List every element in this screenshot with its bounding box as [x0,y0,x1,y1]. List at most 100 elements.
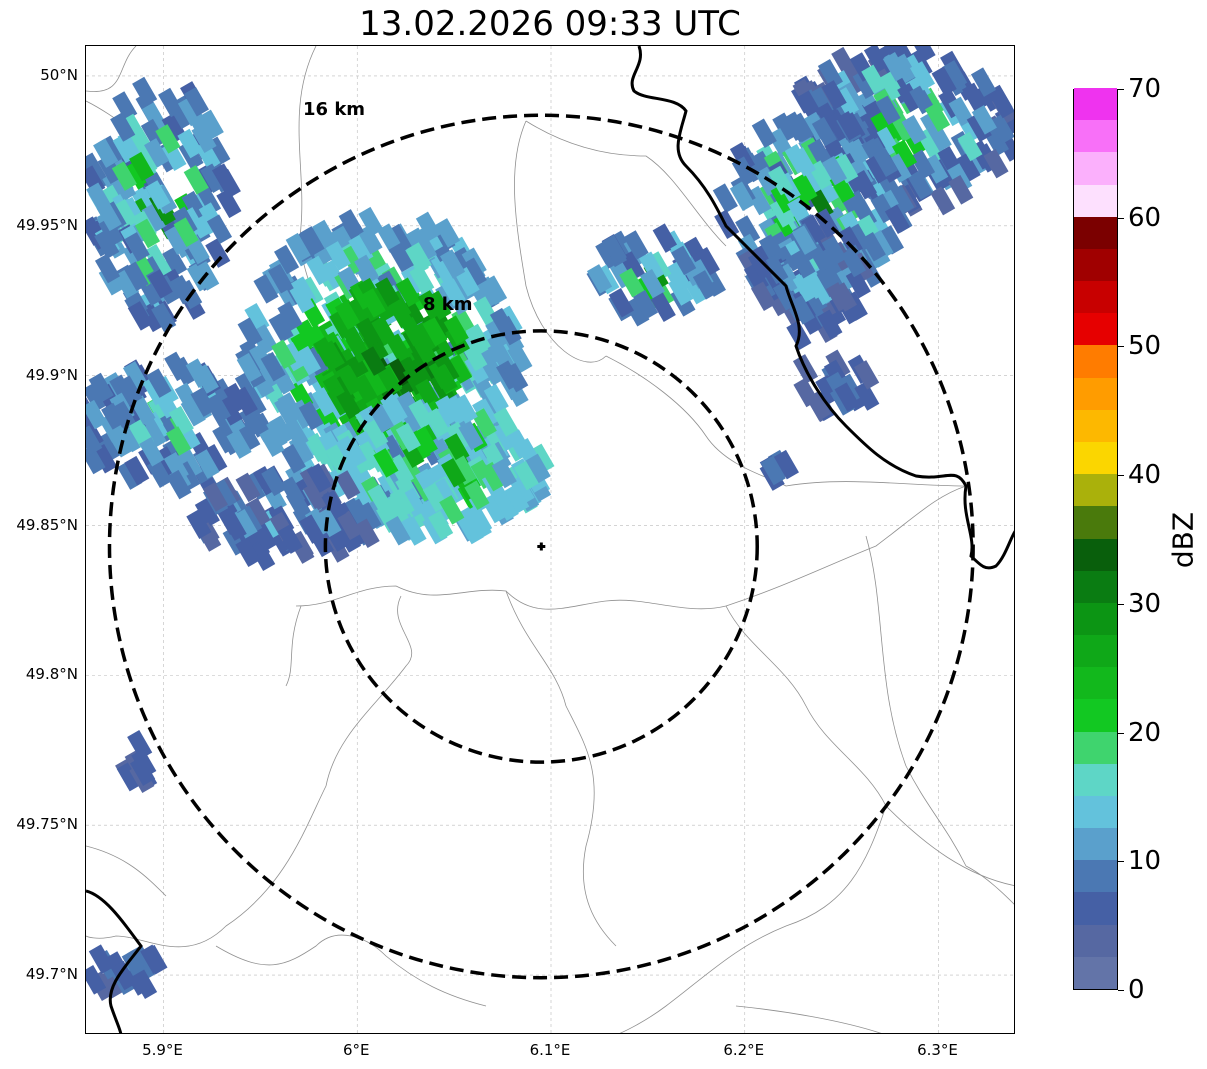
echo-cell [863,46,890,73]
echo-cell [336,389,362,420]
range-ring [323,329,759,764]
colorbar-segment [1074,119,1117,153]
echo-cell [198,109,224,140]
echo-cell [748,250,774,281]
echo-cell [493,491,519,521]
echo-cell [268,313,294,343]
echo-cell [250,541,276,571]
echo-cell [280,444,306,474]
colorbar-segment [1074,763,1117,796]
echo-cell [267,263,294,294]
echo-cell [930,185,956,216]
echo-cell [406,242,432,272]
echo-cell [624,297,650,327]
echo-cell [216,188,242,219]
echo-cell [735,215,761,245]
colorbar-tick-mark [1118,861,1124,863]
echo-cell [456,506,482,537]
echo-cell [158,87,184,118]
echo-cell [910,46,936,63]
map-title: 13.02.2026 09:33 UTC [359,4,741,44]
echo-cell [360,288,386,318]
echo-cell [925,102,951,132]
echo-cell [768,165,794,196]
echo-cell [792,272,818,303]
echo-cell [168,405,194,436]
echo-cell [525,453,551,484]
echo-cell [193,364,219,394]
x-tick-label: 6.1°E [529,1041,571,1059]
echo-cell [86,425,103,455]
echo-cell [129,151,155,182]
echo-cell [650,292,676,323]
echo-cell [389,487,415,518]
x-tick-label: 5.9°E [142,1041,183,1059]
echo-cell [444,433,470,463]
echo-cell [288,435,314,465]
echo-cell [130,756,156,786]
colorbar-tick-label: 70 [1128,74,1162,104]
echo-cell [194,449,220,479]
echo-cell [758,234,784,264]
echo-cell [354,254,380,285]
echo-cell [926,122,952,152]
echo-cell [840,247,867,278]
echo-cell [452,394,478,424]
echo-cell [363,419,389,449]
echo-cell [140,944,166,974]
colorbar-segment [1074,891,1117,925]
echo-cell [348,295,374,326]
echo-cell [113,269,140,299]
colorbar-segment [1074,248,1117,282]
echo-cell [388,298,414,329]
echo-cell [417,290,443,320]
echo-cell [440,249,466,279]
echo-cell [98,969,124,999]
echo-cell [206,214,233,244]
echo-cell [285,232,311,263]
echo-cell [754,166,781,197]
echo-cell [909,149,936,180]
echo-cell [259,427,285,457]
range-ring [107,113,975,980]
echo-cell [134,218,161,249]
echo-cell [854,360,880,390]
echo-cell [886,153,912,183]
echo-cell [86,399,108,430]
echo-cell [195,185,222,216]
echo-cell [339,458,366,489]
colorbar-segment [1074,473,1117,507]
colorbar-segment [1074,505,1117,539]
echo-cell [818,246,844,277]
colorbar-segment [1074,87,1117,121]
colorbar-tick-mark [1118,732,1124,734]
echo-cell [788,112,814,143]
echo-cell [338,209,364,239]
echo-cell [221,511,247,541]
echo-cell [957,131,983,162]
echo-cell [299,514,325,544]
echo-cell [817,59,843,89]
colorbar-segment [1074,441,1117,475]
echo-cell [337,365,363,396]
echo-cell [504,483,530,514]
y-tick-label: 49.75°N [16,815,78,834]
colorbar-tick-mark [1118,217,1124,219]
echo-cell [897,82,923,113]
echo-cell [854,381,880,411]
echo-cell [415,211,441,242]
echo-cell [232,509,258,539]
echo-cell [821,235,847,266]
echo-cell [464,480,490,511]
echo-cell [467,505,493,536]
radar-map[interactable] [85,45,1015,1034]
echo-cell [443,315,469,345]
colorbar-tick-mark [1118,475,1124,477]
echo-cell [215,168,241,199]
echo-cell [750,281,777,312]
echo-cell [371,316,397,346]
echo-cell [619,250,646,281]
colorbar-segment [1074,795,1117,829]
echo-cell [112,199,138,229]
echo-cell [410,354,436,385]
